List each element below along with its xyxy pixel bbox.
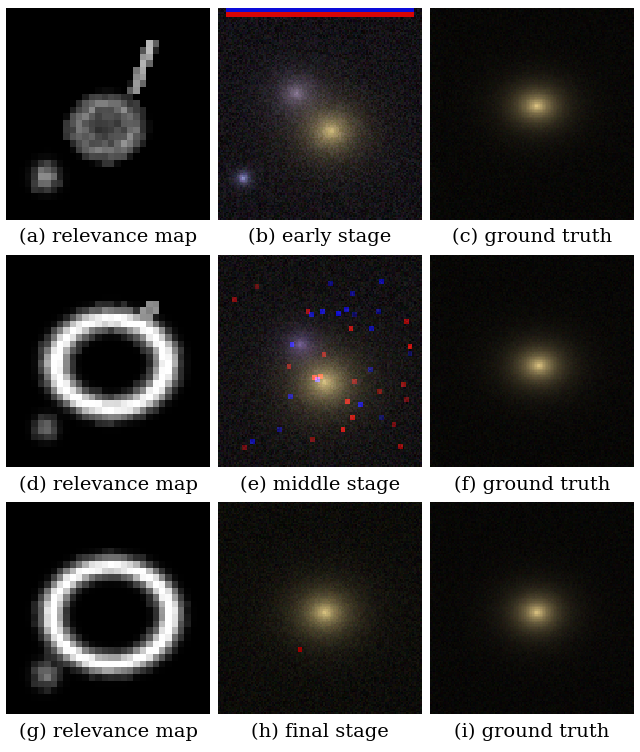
Text: (e) middle stage: (e) middle stage [240, 475, 400, 493]
Text: (a) relevance map: (a) relevance map [19, 228, 197, 247]
Text: (g) relevance map: (g) relevance map [19, 723, 198, 741]
Text: (f) ground truth: (f) ground truth [454, 475, 610, 493]
Text: (b) early stage: (b) early stage [248, 228, 392, 247]
Text: (h) final stage: (h) final stage [251, 723, 389, 741]
Text: (c) ground truth: (c) ground truth [452, 228, 612, 247]
Text: (d) relevance map: (d) relevance map [19, 475, 198, 493]
Text: (i) ground truth: (i) ground truth [454, 723, 609, 741]
